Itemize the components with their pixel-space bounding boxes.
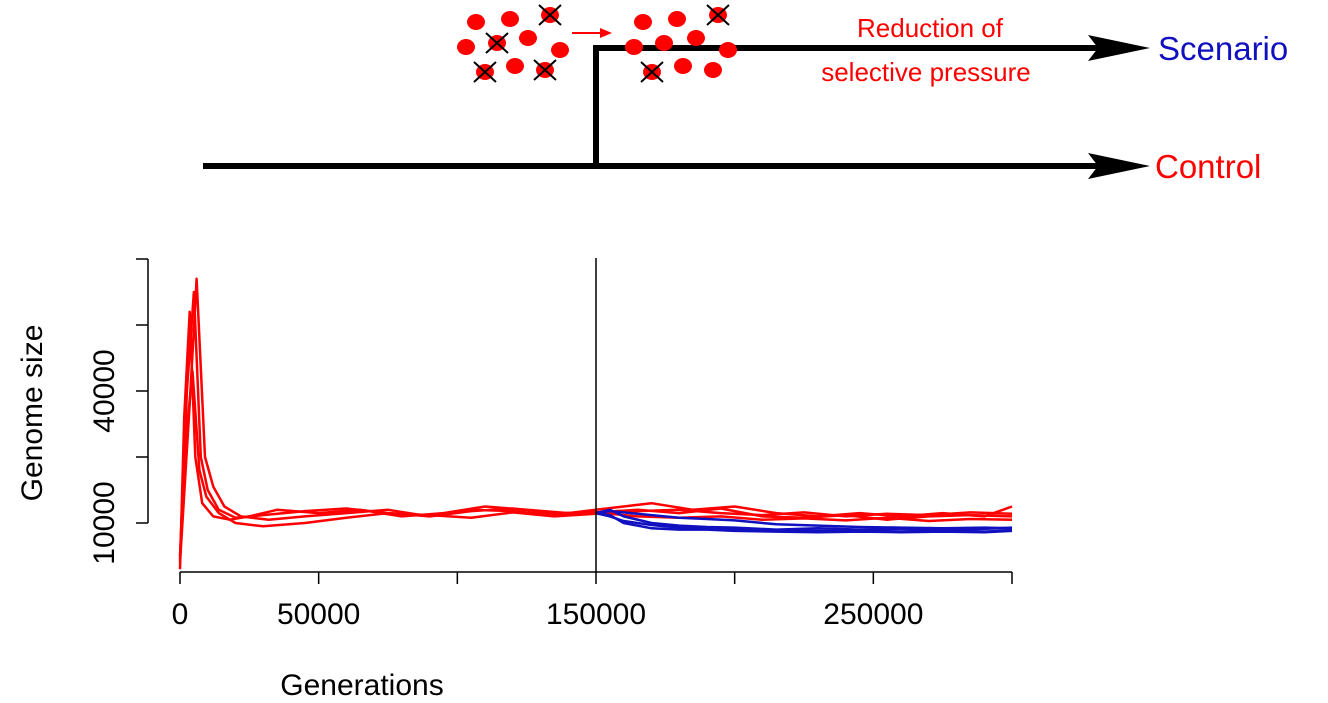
population-cell-icon [655,35,673,51]
population-cell-icon [719,42,737,58]
population-cell-icon [467,14,485,30]
control-label: Control [1155,148,1261,185]
x-tick-label: 250000 [823,598,923,631]
population-cell-icon [674,58,692,74]
dead-cell-cross-icon [706,4,730,26]
population-cell-icon [551,42,569,58]
y-tick-label: 10000 [88,481,121,564]
x-tick-label: 150000 [546,598,646,631]
population-cell-icon [687,30,705,46]
scenario-label: Scenario [1158,30,1288,67]
control-series-line-4 [178,369,1013,560]
control-arrowhead-icon [1088,153,1150,179]
population-cell-icon [501,11,519,27]
schematic: Control Scenario Reduction of selective … [203,4,1288,185]
dead-cell-cross-icon [640,61,664,83]
dead-cell-cross-icon [538,4,562,26]
population-cell-icon [519,30,537,46]
series-layer [178,277,1013,570]
axes-layer: 0 50000 150000 250000 10000 40000 [88,258,1013,631]
population-after [625,7,737,80]
dead-cell-cross-icon [533,59,557,81]
scenario-series-line-8 [595,511,1013,533]
arrow-right-icon [600,28,612,38]
y-tick-label: 40000 [88,349,121,432]
population-cell-icon [506,58,524,74]
population-cell-icon [704,62,722,78]
dead-cells-before [473,4,562,83]
population-cell-icon [668,11,686,27]
annotation-line-2: selective pressure [821,57,1031,87]
scenario-series-line-7 [595,509,1013,530]
annotation-line-1: Reduction of [857,13,1004,43]
dead-cell-cross-icon [485,32,509,54]
y-axis-label: Genome size [16,325,49,502]
population-cell-icon [634,14,652,30]
scenario-arrowhead-icon [1088,35,1150,61]
control-series-line-3 [178,277,1013,563]
population-cell-icon [625,39,643,55]
population-cell-icon [457,39,475,55]
dead-cells-after [640,4,730,83]
dead-cell-cross-icon [473,61,497,83]
x-axis-label: Generations [280,669,443,702]
x-tick-label: 0 [172,598,189,631]
genome-size-chart: 0 50000 150000 250000 10000 40000 Genome size… [16,258,1013,702]
x-tick-label: 50000 [277,598,360,631]
